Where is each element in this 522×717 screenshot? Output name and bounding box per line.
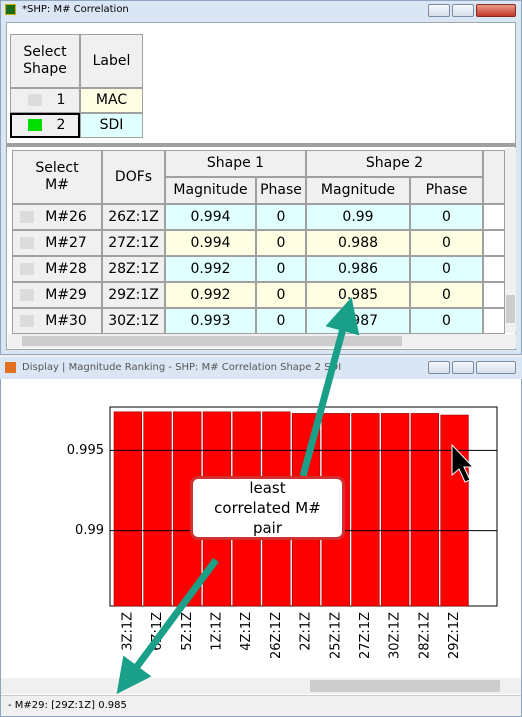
shape-swatch[interactable] xyxy=(28,94,42,106)
value-cell: 0.993 xyxy=(165,308,256,334)
minimize-button[interactable] xyxy=(428,361,450,374)
status-bar xyxy=(1,695,521,716)
label-cell: SDI xyxy=(80,113,143,138)
x-tick-label: 5Z:1Z xyxy=(180,612,195,651)
x-tick-label: 1Z:1Z xyxy=(209,612,224,651)
column-subheader: Phase xyxy=(256,177,306,204)
bar xyxy=(143,411,172,607)
value-cell: 0.994 xyxy=(165,230,256,256)
row-filler xyxy=(483,230,505,256)
x-tick-label: 30Z:1Z xyxy=(388,612,403,659)
scroll-thumb[interactable] xyxy=(310,680,500,692)
maximize-button[interactable] xyxy=(452,4,474,17)
value-cell: 0 xyxy=(256,230,306,256)
title-bar xyxy=(0,357,522,379)
value-cell: 0.992 xyxy=(165,282,256,308)
shape-number: 1 xyxy=(56,92,66,108)
column-subheader: Magnitude xyxy=(165,177,256,204)
shape-swatch[interactable] xyxy=(28,119,42,131)
column-header: Label xyxy=(80,34,143,88)
x-tick-label: 6Z:1Z xyxy=(150,612,165,651)
value-cell: 0.988 xyxy=(306,230,410,256)
x-tick-label: 3Z:1Z xyxy=(120,612,135,651)
window-title: Display | Magnitude Ranking - SHP: M# Co… xyxy=(22,362,342,373)
column-subheader: Phase xyxy=(410,177,483,204)
value-cell: 0.986 xyxy=(306,256,410,282)
dof-cell: 27Z:1Z xyxy=(102,230,165,256)
scroll-thumb[interactable] xyxy=(506,295,515,323)
value-cell: 0.994 xyxy=(165,204,256,230)
app-icon xyxy=(5,362,16,373)
column-header: Select M# xyxy=(12,150,102,204)
x-tick-label: 25Z:1Z xyxy=(328,612,343,659)
bar xyxy=(410,413,440,607)
close-button[interactable] xyxy=(476,4,516,17)
dof-cell: 28Z:1Z xyxy=(102,256,165,282)
m-swatch[interactable] xyxy=(20,315,34,327)
value-cell: 0.992 xyxy=(165,256,256,282)
app-icon xyxy=(5,4,16,15)
m-swatch[interactable] xyxy=(20,263,34,275)
m-swatch[interactable] xyxy=(20,211,34,223)
column-subheader: Magnitude xyxy=(306,177,410,204)
status-text: - M#29: [29Z:1Z] 0.985 xyxy=(8,700,127,711)
value-cell: 0 xyxy=(410,204,483,230)
x-tick-label: 26Z:1Z xyxy=(269,612,284,659)
column-header: Shape 1 xyxy=(165,150,306,177)
minimize-button[interactable] xyxy=(428,4,450,17)
header-filler xyxy=(483,150,505,204)
row-filler xyxy=(483,256,505,282)
value-cell: 0 xyxy=(410,256,483,282)
window-title: *SHP: M# Correlation xyxy=(22,4,129,15)
m-swatch[interactable] xyxy=(20,289,34,301)
x-tick-label: 2Z:1Z xyxy=(299,612,314,651)
bar xyxy=(351,413,380,607)
select-cell[interactable] xyxy=(10,88,80,113)
close-button[interactable] xyxy=(476,361,516,374)
value-cell: 0 xyxy=(410,282,483,308)
row-filler xyxy=(483,282,505,308)
x-tick-label: 29Z:1Z xyxy=(447,612,462,659)
splitter xyxy=(6,143,516,147)
maximize-button[interactable] xyxy=(452,361,474,374)
dof-cell: 26Z:1Z xyxy=(102,204,165,230)
value-cell: 0.99 xyxy=(306,204,410,230)
value-cell: 0 xyxy=(256,256,306,282)
v-scrollbar[interactable] xyxy=(505,148,516,333)
m-swatch[interactable] xyxy=(20,237,34,249)
x-tick-label: 4Z:1Z xyxy=(239,612,254,651)
column-header: Select Shape xyxy=(10,34,80,88)
row-filler xyxy=(483,308,505,334)
bar xyxy=(380,413,410,607)
bar xyxy=(440,414,469,607)
label-cell: MAC xyxy=(80,88,143,113)
dof-cell: 29Z:1Z xyxy=(102,282,165,308)
value-cell: 0 xyxy=(410,230,483,256)
select-cell[interactable] xyxy=(10,113,80,138)
select-cell[interactable]: M#26 xyxy=(12,204,102,230)
value-cell: 0 xyxy=(256,204,306,230)
column-header: DOFs xyxy=(102,150,165,204)
y-tick-label: 0.995 xyxy=(67,443,104,458)
dof-cell: 30Z:1Z xyxy=(102,308,165,334)
row-filler xyxy=(483,204,505,230)
x-tick-label: 28Z:1Z xyxy=(417,612,432,659)
y-tick-label: 0.99 xyxy=(75,523,104,538)
value-cell: 0 xyxy=(410,308,483,334)
x-tick-label: 27Z:1Z xyxy=(358,612,373,659)
select-cell[interactable]: M#30 xyxy=(12,308,102,334)
column-header: Shape 2 xyxy=(306,150,483,177)
value-cell: 0 xyxy=(256,282,306,308)
shape-number: 2 xyxy=(56,117,66,133)
scroll-thumb[interactable] xyxy=(22,336,402,346)
callout: least correlated M# pair xyxy=(190,476,345,540)
bar xyxy=(113,411,143,607)
